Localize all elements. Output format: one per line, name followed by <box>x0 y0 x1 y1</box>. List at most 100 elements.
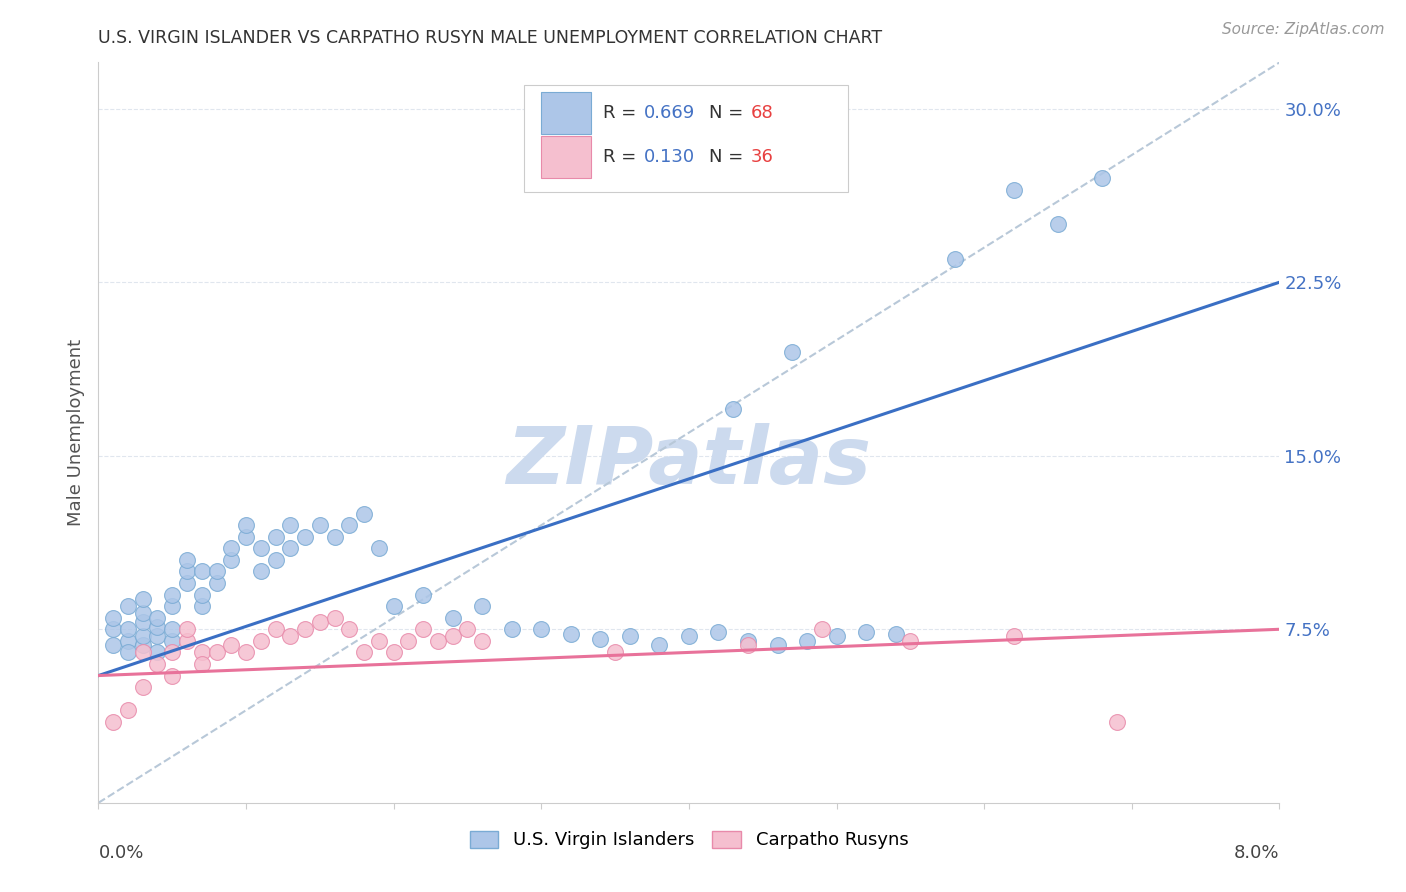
Point <box>737 633 759 648</box>
Text: 0.669: 0.669 <box>644 103 696 122</box>
Point <box>323 610 346 624</box>
FancyBboxPatch shape <box>541 136 591 178</box>
Text: 36: 36 <box>751 148 773 166</box>
Point <box>132 680 155 694</box>
Point <box>280 629 302 643</box>
Point <box>117 645 139 659</box>
Point <box>146 657 169 671</box>
Point <box>280 541 302 556</box>
Legend: U.S. Virgin Islanders, Carpatho Rusyns: U.S. Virgin Islanders, Carpatho Rusyns <box>463 823 915 856</box>
Point <box>146 610 169 624</box>
Y-axis label: Male Unemployment: Male Unemployment <box>66 339 84 526</box>
Point <box>501 622 523 636</box>
Point <box>471 599 494 614</box>
Point <box>782 344 804 359</box>
Point <box>162 622 183 636</box>
Point <box>294 622 316 636</box>
Point <box>427 633 450 648</box>
Point <box>250 541 273 556</box>
Point <box>103 714 125 729</box>
Point <box>678 629 700 643</box>
Point <box>103 639 125 653</box>
Point <box>825 629 848 643</box>
Point <box>146 620 169 634</box>
Point <box>707 624 730 639</box>
Point <box>117 622 139 636</box>
Point <box>382 645 405 659</box>
Point <box>235 530 257 544</box>
Text: N =: N = <box>709 103 749 122</box>
Point <box>162 668 183 682</box>
Point <box>205 576 228 591</box>
Point <box>589 632 612 646</box>
Point <box>811 622 834 636</box>
Text: R =: R = <box>603 103 641 122</box>
Point <box>339 622 361 636</box>
Text: 8.0%: 8.0% <box>1234 844 1279 862</box>
Point <box>235 645 257 659</box>
Point <box>339 518 361 533</box>
Point <box>368 541 391 556</box>
Point <box>191 565 214 579</box>
Point <box>132 615 155 630</box>
Point <box>441 629 464 643</box>
Point <box>162 645 183 659</box>
Point <box>132 639 155 653</box>
Point <box>162 588 183 602</box>
Point <box>162 599 183 614</box>
Point <box>176 576 198 591</box>
Point <box>117 703 139 717</box>
Point <box>176 553 198 567</box>
Point <box>235 518 257 533</box>
Point <box>103 622 125 636</box>
Point <box>723 402 745 417</box>
Point <box>132 606 155 620</box>
Point <box>205 565 228 579</box>
Point <box>191 657 214 671</box>
Point <box>103 610 125 624</box>
Point <box>280 518 302 533</box>
Point <box>1107 714 1129 729</box>
Point <box>176 622 198 636</box>
Point <box>309 518 332 533</box>
Point <box>648 639 671 653</box>
Point <box>221 639 243 653</box>
Point <box>117 599 139 614</box>
Text: Source: ZipAtlas.com: Source: ZipAtlas.com <box>1222 22 1385 37</box>
Point <box>132 592 155 607</box>
Point <box>176 565 198 579</box>
Point <box>309 615 332 630</box>
Text: U.S. VIRGIN ISLANDER VS CARPATHO RUSYN MALE UNEMPLOYMENT CORRELATION CHART: U.S. VIRGIN ISLANDER VS CARPATHO RUSYN M… <box>98 29 883 47</box>
Text: ZIPatlas: ZIPatlas <box>506 423 872 501</box>
Point <box>398 633 420 648</box>
Text: 0.130: 0.130 <box>644 148 695 166</box>
Point <box>1002 183 1025 197</box>
Point <box>471 633 494 648</box>
Text: 68: 68 <box>751 103 773 122</box>
Point <box>368 633 391 648</box>
Point <box>884 627 907 641</box>
Point <box>796 633 818 648</box>
Point <box>1002 629 1025 643</box>
Point <box>737 639 759 653</box>
FancyBboxPatch shape <box>541 92 591 134</box>
Point <box>264 530 287 544</box>
Point <box>264 553 287 567</box>
Point <box>323 530 346 544</box>
Point <box>855 624 877 639</box>
Point <box>146 645 169 659</box>
Point <box>353 507 375 521</box>
Point <box>146 629 169 643</box>
Point <box>117 633 139 648</box>
Point <box>441 610 464 624</box>
Point <box>353 645 375 659</box>
Point <box>250 565 273 579</box>
Text: R =: R = <box>603 148 641 166</box>
Point <box>382 599 405 614</box>
Point <box>221 553 243 567</box>
Point <box>1091 171 1114 186</box>
Point <box>619 629 641 643</box>
Point <box>264 622 287 636</box>
Point <box>412 588 434 602</box>
Point <box>530 622 553 636</box>
